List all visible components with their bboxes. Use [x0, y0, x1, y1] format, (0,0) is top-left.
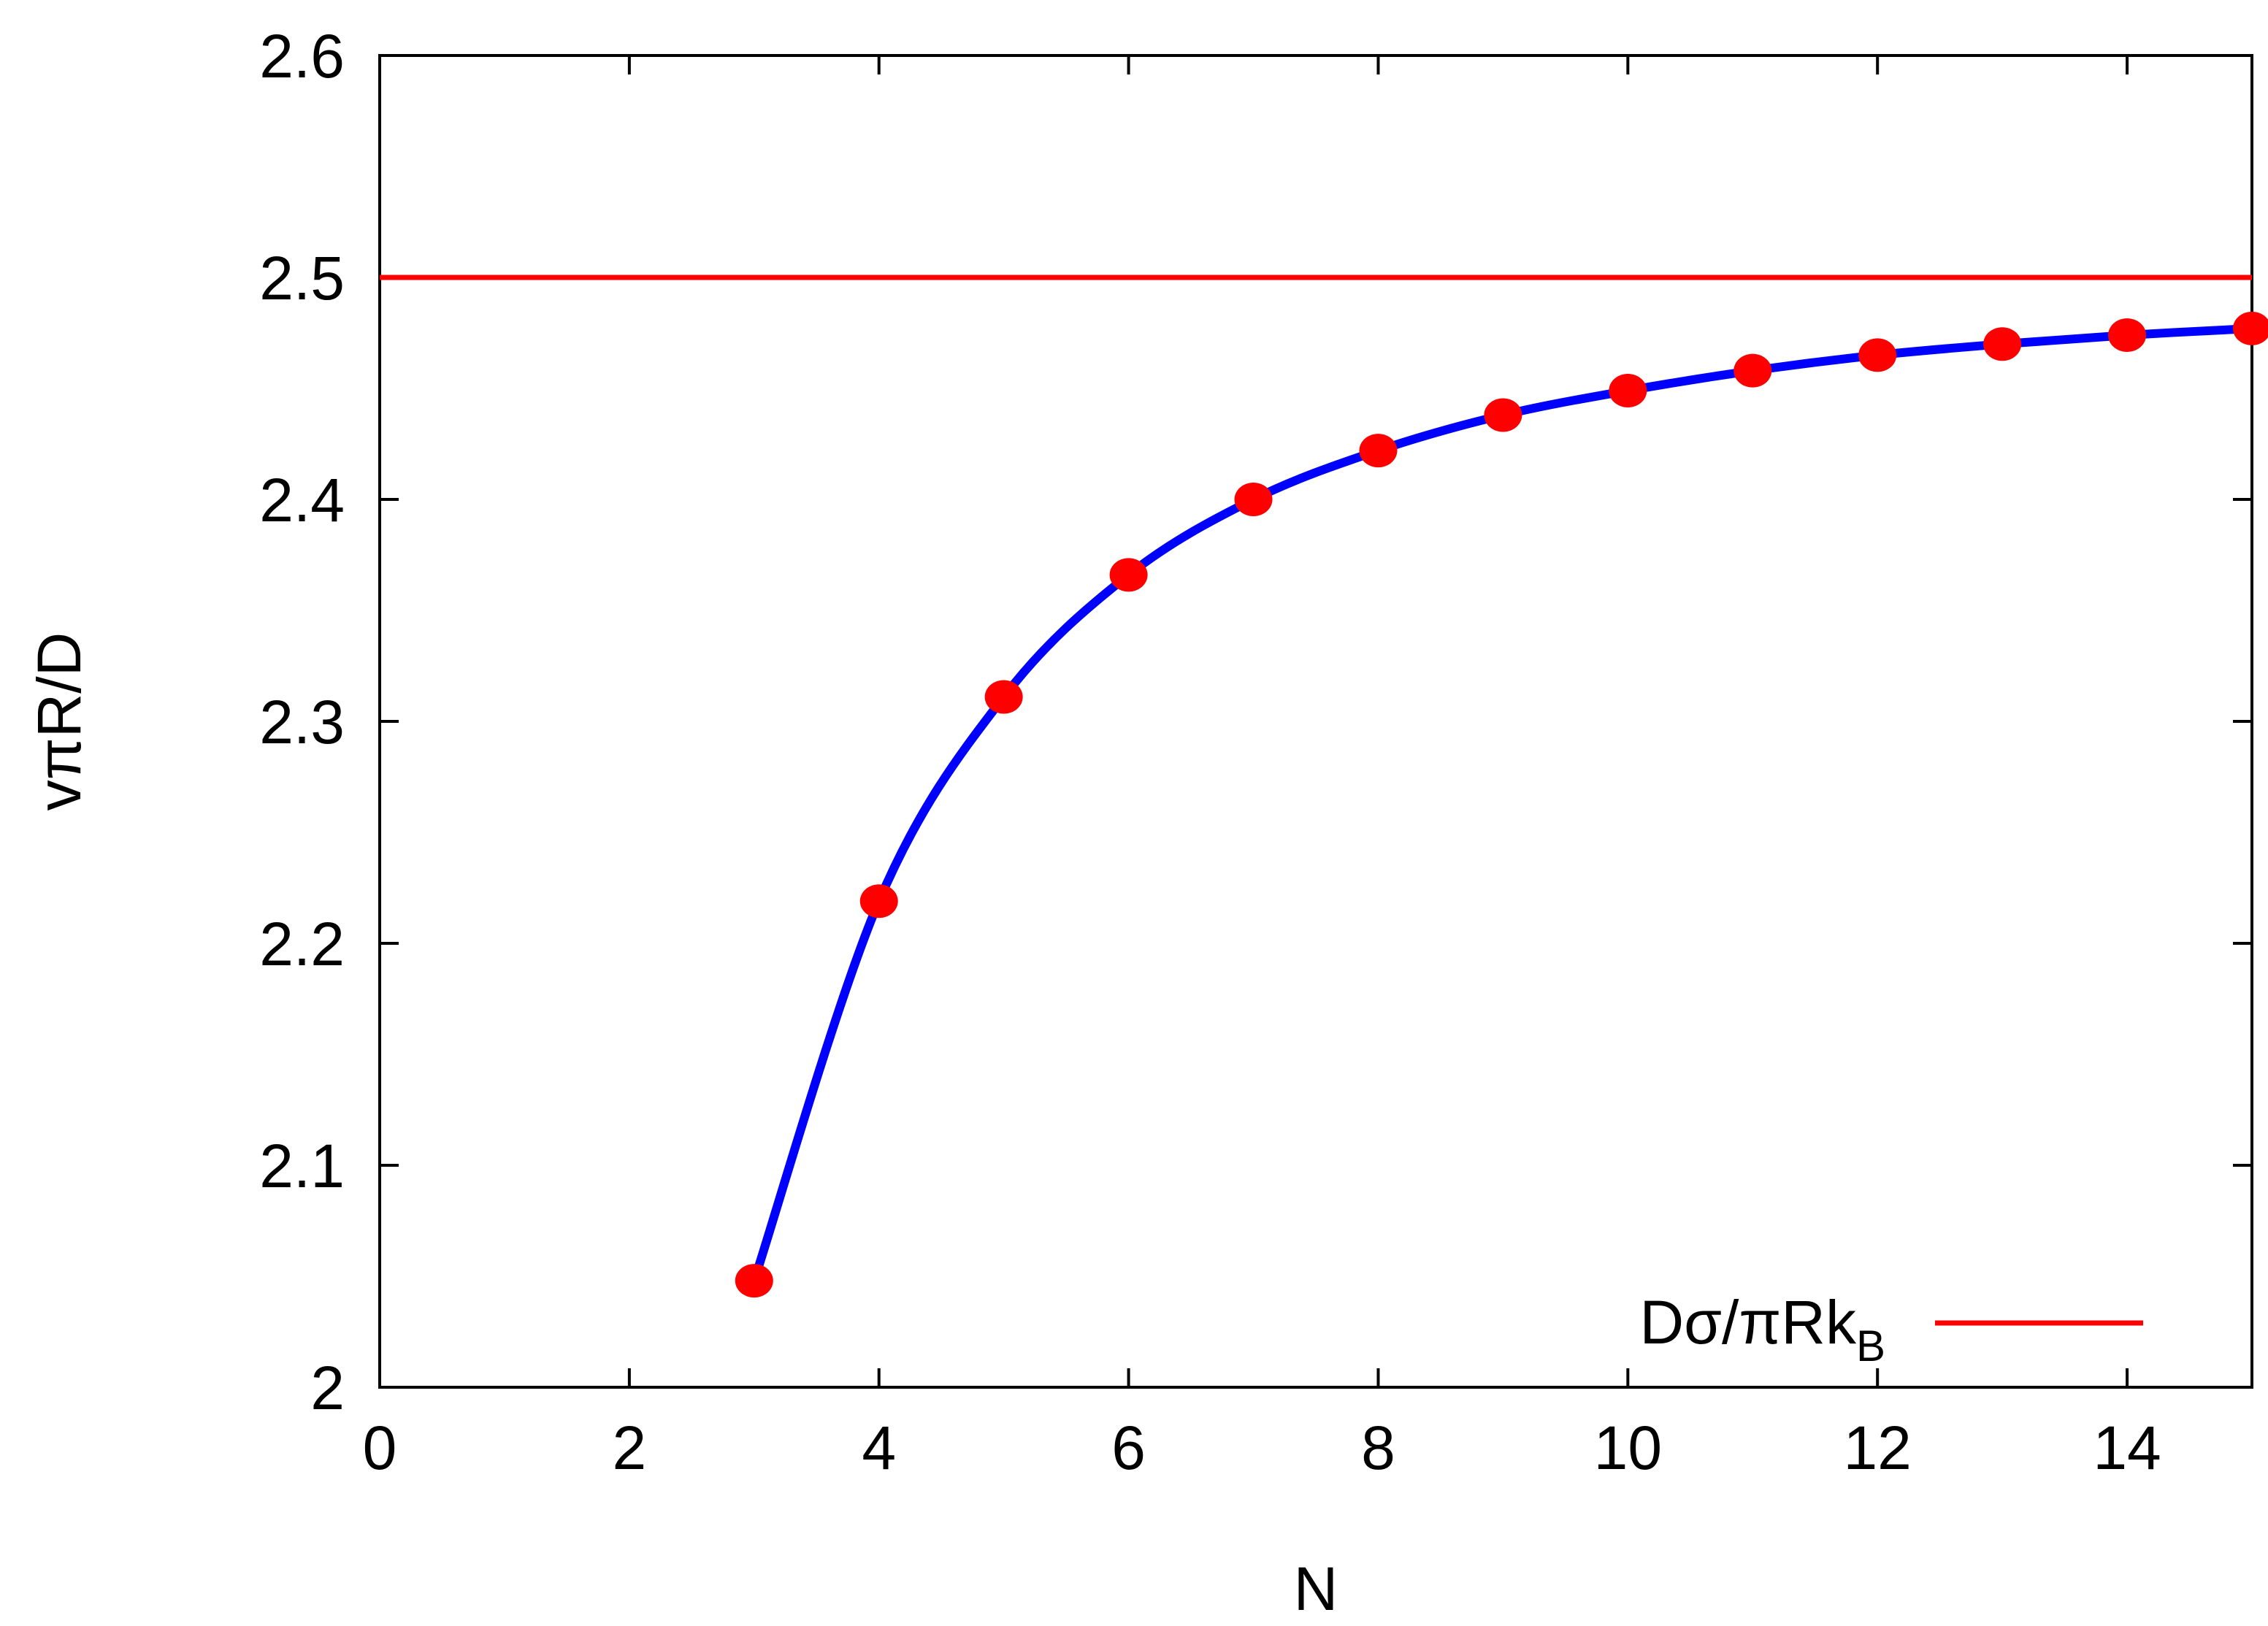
y-tick-label: 2: [310, 1354, 345, 1422]
legend-label-main: Dσ/πRk: [1640, 1288, 1857, 1357]
x-tick-label: 2: [613, 1414, 647, 1482]
x-tick-label: 8: [1361, 1414, 1395, 1482]
y-tick-label: 2.1: [259, 1132, 345, 1200]
y-axis-title: vπR/D: [25, 632, 93, 811]
y-tick-label: 2.5: [259, 244, 345, 312]
data-point: [1983, 327, 2022, 361]
x-tick-label: 6: [1111, 1414, 1146, 1482]
legend-label: Dσ/πRkB: [1640, 1288, 1886, 1370]
x-tick-label: 10: [1594, 1414, 1662, 1482]
y-tick-label: 2.2: [259, 910, 345, 978]
data-point: [1609, 374, 1647, 408]
ticks: [378, 54, 2252, 1389]
legend: Dσ/πRkB: [1640, 1288, 2143, 1370]
data-point: [1858, 338, 1897, 372]
data-point: [984, 680, 1023, 714]
data-point: [1484, 398, 1522, 432]
x-tick-label: 0: [363, 1414, 397, 1482]
y-tick-label: 2.3: [259, 688, 345, 756]
data-point: [1733, 353, 1772, 388]
y-tick-label: 2.6: [259, 22, 345, 91]
data-point: [1109, 558, 1148, 592]
fit-curve: [749, 323, 2256, 1286]
data-point: [2108, 318, 2147, 353]
data-point: [1234, 483, 1273, 516]
data-point: [1359, 434, 1398, 468]
data-point: [735, 1264, 773, 1298]
legend-label-subscript: B: [1856, 1322, 1885, 1370]
x-axis-title: N: [1294, 1554, 1338, 1623]
x-tick-label: 12: [1843, 1414, 1911, 1482]
data-point: [2233, 311, 2268, 345]
x-tick-label: 14: [2093, 1414, 2161, 1482]
y-tick-label: 2.4: [259, 466, 345, 534]
x-tick-label: 4: [862, 1414, 896, 1482]
data-point: [859, 884, 898, 919]
plot-frame: [378, 54, 2253, 1389]
series-layer: [380, 275, 2268, 1298]
